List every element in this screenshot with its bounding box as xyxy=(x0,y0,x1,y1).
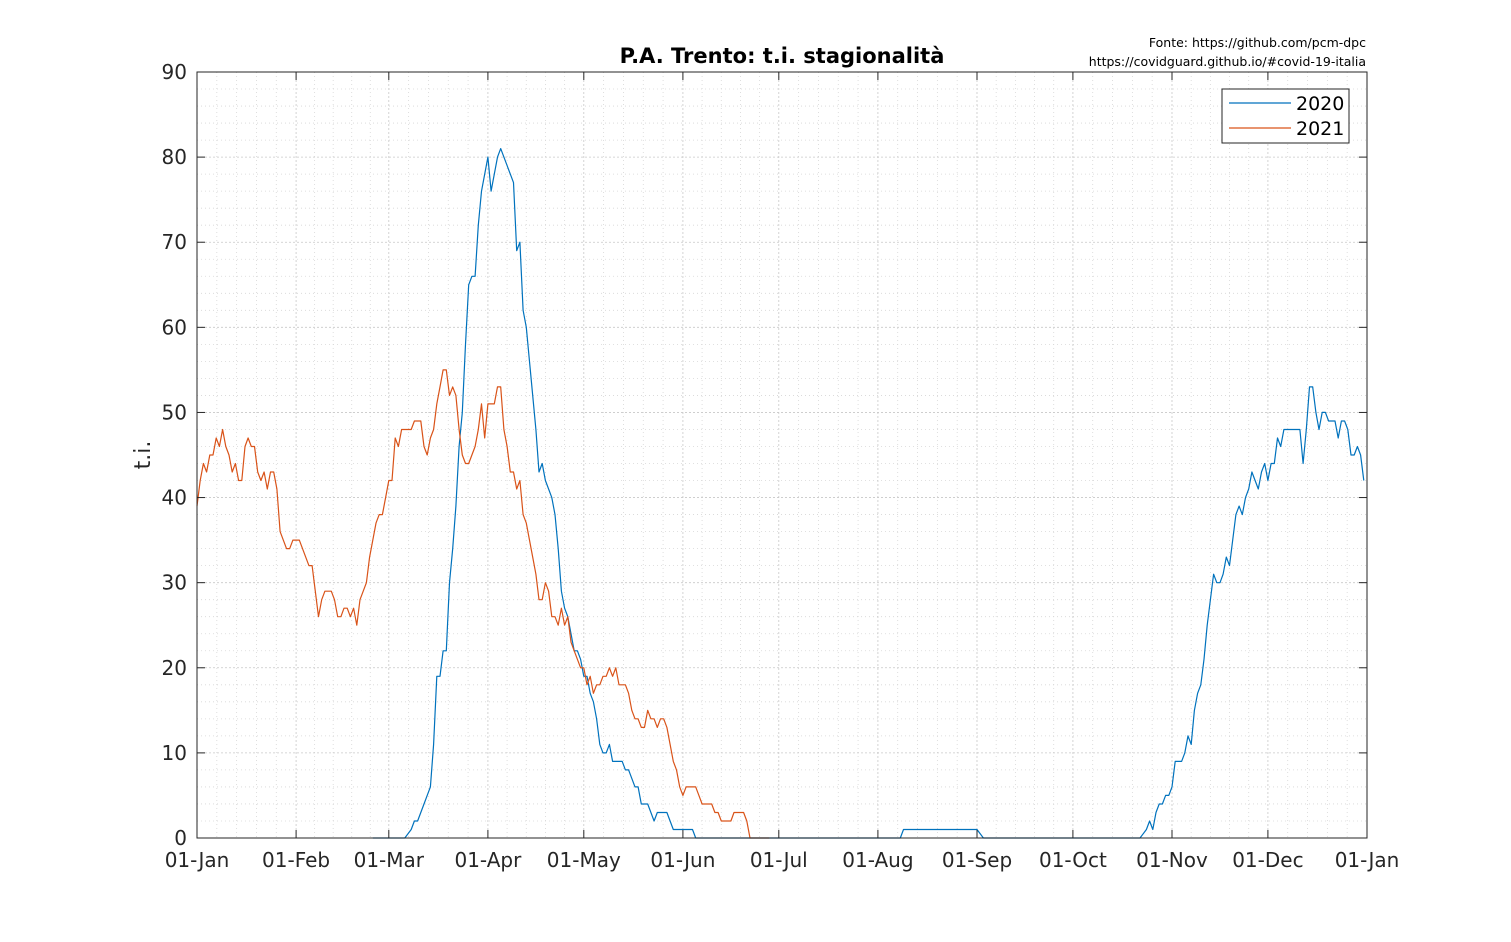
legend-label-2021: 2021 xyxy=(1296,118,1344,140)
x-tick-label: 01-Jul xyxy=(750,848,808,872)
x-tick-label: 01-Nov xyxy=(1136,848,1208,872)
y-tick-label: 80 xyxy=(162,145,187,169)
x-tick-label: 01-Apr xyxy=(454,848,522,872)
x-tick-label: 01-Mar xyxy=(354,848,425,872)
y-tick-label: 70 xyxy=(162,230,187,254)
x-axis: 01-Jan 01-Feb 01-Mar 01-Apr 01-May 01-Jun 01-J… xyxy=(165,72,1400,872)
x-tick-label: 01-Dec xyxy=(1232,848,1303,872)
y-tick-label: 30 xyxy=(162,571,187,595)
y-axis: 0 10 20 30 40 50 60 70 80 90 xyxy=(162,60,1367,850)
x-tick-label: 01-Aug xyxy=(842,848,913,872)
source-line-1: Fonte: https://github.com/pcm-dpc xyxy=(1149,35,1366,50)
x-tick-label: 01-Oct xyxy=(1039,848,1107,872)
legend: 2020 2021 xyxy=(1221,88,1350,144)
series-layer xyxy=(196,148,1365,839)
x-tick-label: 01-Jan xyxy=(165,848,230,872)
source-line-2: https://covidguard.github.io/#covid-19-i… xyxy=(1089,54,1366,69)
y-tick-label: 50 xyxy=(162,400,187,424)
legend-label-2020: 2020 xyxy=(1296,93,1344,115)
plot-frame xyxy=(196,71,1368,839)
y-tick-label: 40 xyxy=(162,486,187,510)
x-tick-label: 01-Sep xyxy=(942,848,1012,872)
series-line-2020 xyxy=(372,148,1365,839)
chart-title: P.A. Trento: t.i. stagionalità xyxy=(620,44,945,68)
x-tick-label: 01-Jan xyxy=(1335,848,1400,872)
x-tick-label: 01-Jun xyxy=(650,848,715,872)
y-tick-label: 60 xyxy=(162,315,187,339)
legend-box xyxy=(1221,88,1350,144)
plot-area xyxy=(197,72,1367,838)
y-tick-label: 0 xyxy=(174,826,187,850)
y-tick-label: 90 xyxy=(162,60,187,84)
y-axis-label: t.i. xyxy=(131,441,156,470)
x-tick-label: 01-Feb xyxy=(262,848,330,872)
x-tick-label: 01-May xyxy=(547,848,621,872)
y-tick-label: 10 xyxy=(162,741,187,765)
series-line-2021 xyxy=(196,369,770,839)
y-tick-label: 20 xyxy=(162,656,187,680)
minor-grid xyxy=(197,72,1367,838)
